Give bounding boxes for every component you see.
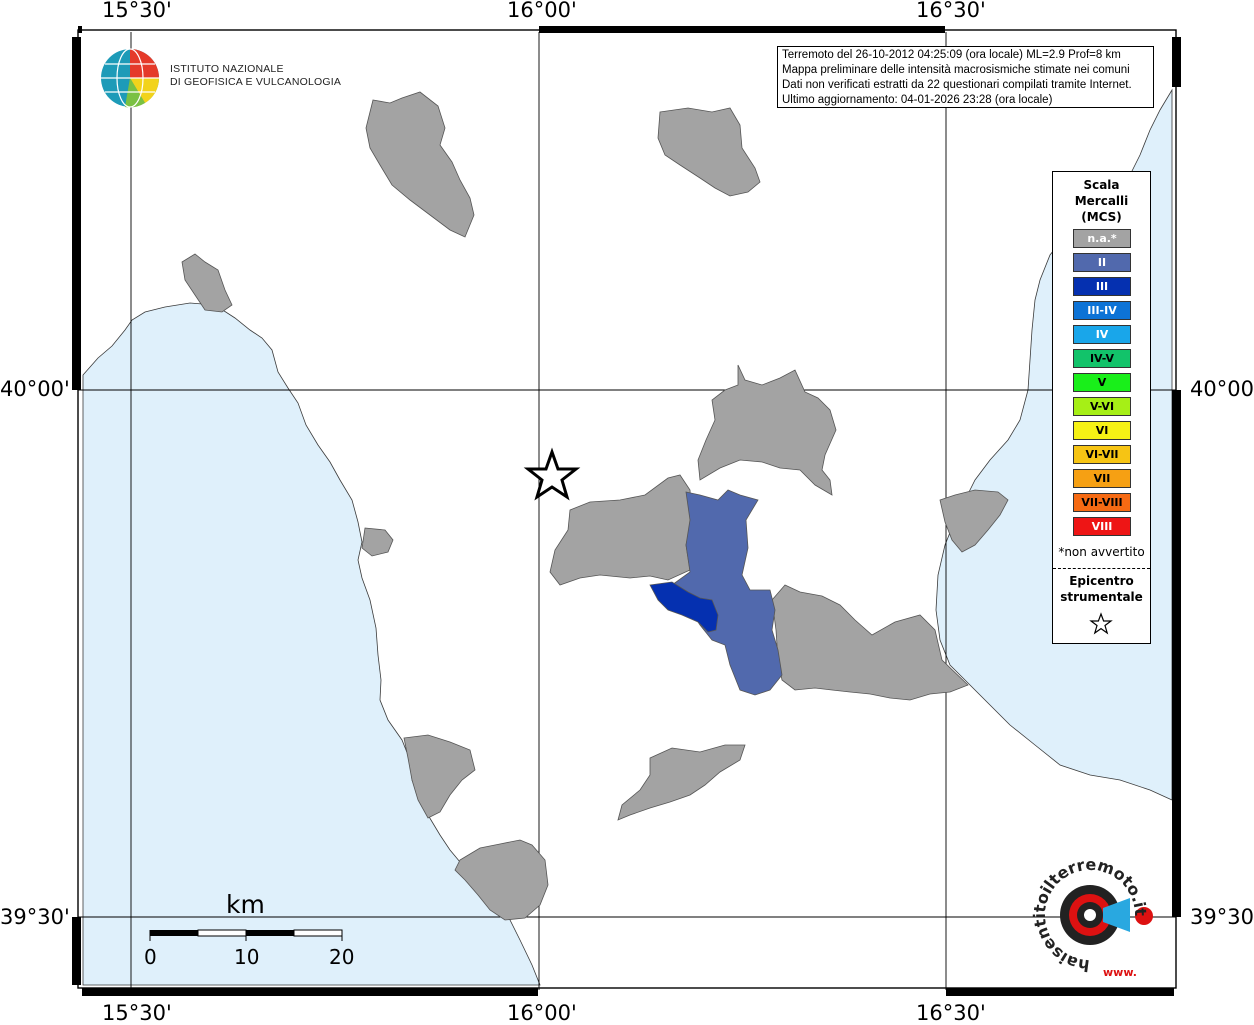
scale-tick-20: 20 — [329, 945, 355, 969]
lon-label-1600-top: 16°00' — [507, 0, 577, 22]
lat-label-4000-right: 40°00' — [1190, 377, 1254, 401]
municipality-na — [403, 734, 476, 819]
info-line1: Terremoto del 26-10-2012 04:25:09 (ora l… — [782, 49, 1121, 61]
ingv-line1: ISTITUTO NAZIONALE — [170, 63, 284, 75]
epicentre-star — [523, 447, 581, 501]
legend-swatch: IV — [1073, 325, 1131, 344]
lat-label-3930-right: 39°30' — [1190, 905, 1254, 929]
ingv-logo-text: ISTITUTO NAZIONALE DI GEOFISICA E VULCAN… — [170, 63, 341, 89]
legend-epicentre-1: Epicentro — [1069, 574, 1134, 588]
badge-prefix: www. — [1103, 966, 1137, 979]
legend-title-1: Scala — [1083, 178, 1120, 192]
legend-swatch: IV-V — [1073, 349, 1131, 368]
event-info-box: Terremoto del 26-10-2012 04:25:09 (ora l… — [777, 46, 1154, 108]
municipality-na — [361, 527, 394, 557]
haisentito-logo-icon — [1060, 885, 1153, 945]
municipalities — [181, 91, 1009, 921]
municipality-na — [697, 364, 837, 496]
municipality-na — [454, 839, 549, 921]
legend-star-icon — [1089, 612, 1113, 635]
info-line2: Mappa preliminare delle intensità macros… — [782, 64, 1130, 76]
ingv-line2: DI GEOFISICA E VULCANOLOGIA — [170, 76, 342, 88]
municipality-na — [181, 253, 233, 313]
legend-swatch: V-VI — [1073, 397, 1131, 416]
legend-epicentre-2: strumentale — [1060, 590, 1143, 604]
municipality-na — [365, 91, 475, 238]
legend-note: *non avvertito — [1058, 545, 1145, 559]
legend-swatch: VIII — [1073, 517, 1131, 536]
legend-epicentre-label: Epicentro strumentale — [1053, 573, 1150, 605]
legend-swatch: III — [1073, 277, 1131, 296]
municipality-na — [939, 489, 1009, 553]
legend-title-3: (MCS) — [1081, 210, 1122, 224]
lon-label-1530-bottom: 15°30' — [102, 1001, 172, 1025]
legend-swatch: II — [1073, 253, 1131, 272]
ingv-globe-icon — [101, 48, 160, 108]
municipality-na — [771, 584, 969, 701]
legend-swatch: n.a.* — [1073, 229, 1131, 248]
legend-swatch: VI — [1073, 421, 1131, 440]
legend-title-2: Mercalli — [1074, 194, 1129, 208]
scale-bar — [149, 929, 343, 941]
lon-label-1530-top: 15°30' — [102, 0, 172, 22]
legend-title: Scala Mercalli (MCS) — [1053, 177, 1150, 225]
municipality-na — [657, 107, 761, 197]
map-border — [72, 26, 1181, 996]
mcs-legend: Scala Mercalli (MCS) n.a.* II III III-IV IV I… — [1052, 171, 1151, 644]
legend-swatch: VII-VIII — [1073, 493, 1131, 512]
scale-bar-title: km — [226, 890, 265, 919]
lon-label-1630-top: 16°30' — [916, 0, 986, 22]
legend-swatch: III-IV — [1073, 301, 1131, 320]
lat-label-3930-left: 39°30' — [0, 905, 70, 929]
info-line3: Dati non verificati estratti da 22 quest… — [782, 79, 1132, 91]
legend-swatch: VI-VII — [1073, 445, 1131, 464]
scale-tick-10: 10 — [234, 945, 260, 969]
legend-swatch: VII — [1073, 469, 1131, 488]
legend-swatch: V — [1073, 373, 1131, 392]
legend-separator — [1053, 568, 1150, 569]
municipality-na — [549, 474, 693, 586]
municipality-iii — [649, 581, 719, 633]
graticule — [78, 32, 1176, 990]
lon-label-1630-bottom: 16°30' — [916, 1001, 986, 1025]
badge-text: haisentitoilterremoto.it — [1030, 855, 1150, 975]
municipality-na — [617, 744, 746, 821]
lon-label-1600-bottom: 16°00' — [507, 1001, 577, 1025]
haisentito-badge: haisentitoilterremoto.it www. — [1030, 855, 1150, 979]
scale-tick-0: 0 — [144, 945, 157, 969]
lat-label-4000-left: 40°00' — [0, 377, 70, 401]
info-line4: Ultimo aggiornamento: 04-01-2026 23:28 (… — [782, 94, 1053, 106]
